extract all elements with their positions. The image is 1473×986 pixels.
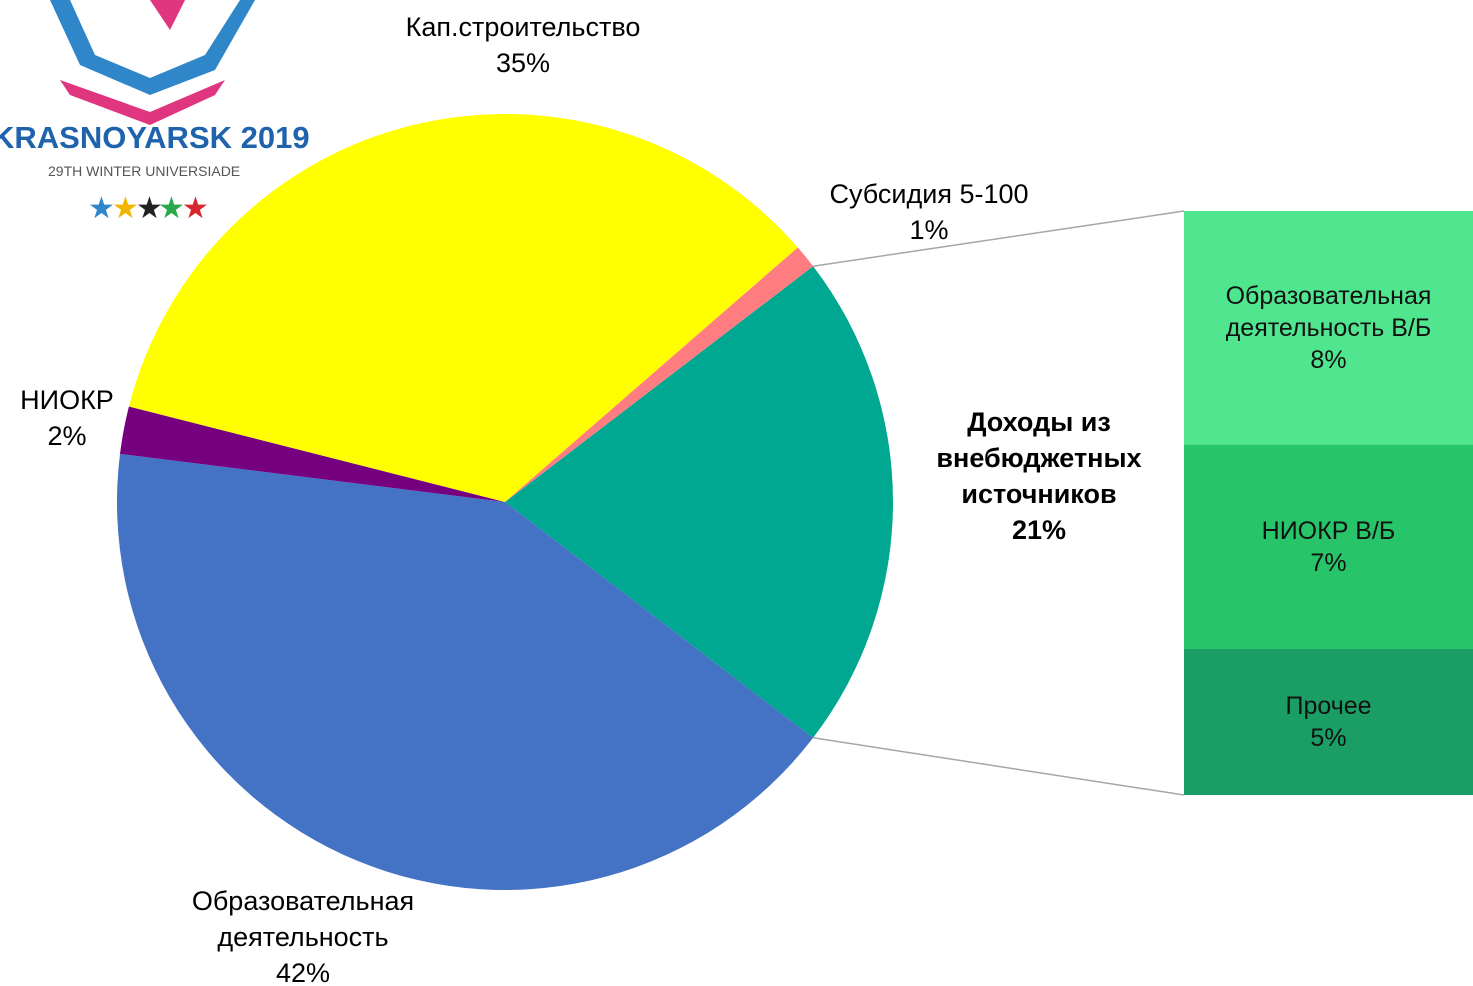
pie-label: НИОКР 2% xyxy=(0,382,137,454)
bar-segment xyxy=(1184,649,1473,795)
svg-text:★: ★ xyxy=(158,192,185,225)
pie-label: Субсидия 5-100 1% xyxy=(799,176,1059,248)
pie-category: Субсидия 5-100 xyxy=(829,179,1029,209)
pie-slice xyxy=(505,247,814,502)
bar-category: НИОКР В/Б xyxy=(1261,516,1396,545)
pie-slice xyxy=(128,113,798,502)
svg-text:★: ★ xyxy=(136,192,163,225)
pie-value: 42% xyxy=(275,958,331,986)
bar-label: НИОКР В/Б 7% xyxy=(1194,515,1463,579)
pie-category: Доходы из внебюджетных источников xyxy=(936,407,1142,509)
pie-slice xyxy=(505,266,893,738)
bar-value: 5% xyxy=(1310,724,1347,752)
svg-text:★: ★ xyxy=(112,192,139,225)
bar-category: Прочее xyxy=(1285,692,1372,720)
pie-label: Доходы из внебюджетных источников 21% xyxy=(909,404,1169,548)
bar-value: 7% xyxy=(1310,548,1347,577)
logo-subtitle: 29TH WINTER UNIVERSIADE xyxy=(48,163,240,179)
pie-slice xyxy=(117,453,814,890)
bar-category: Образовательная деятельность В/Б xyxy=(1225,281,1432,342)
pie-value: 1% xyxy=(909,215,949,245)
svg-text:★: ★ xyxy=(182,192,209,225)
pie-category: Кап.строительство xyxy=(405,12,641,42)
pie-label: Кап.строительство 35% xyxy=(363,9,683,81)
bar-label: Образовательная деятельность В/Б 8% xyxy=(1194,280,1463,376)
bar-label: Прочее 5% xyxy=(1194,690,1463,754)
logo-shape xyxy=(60,80,225,125)
bar-segment xyxy=(1184,444,1473,649)
pie-value: 35% xyxy=(495,48,551,78)
logo-shape xyxy=(150,0,185,30)
pie-category: Образовательная деятельность xyxy=(191,886,415,952)
logo-title: KRASNOYARSK 2019 xyxy=(0,120,310,155)
pie-slice xyxy=(119,406,505,502)
connector xyxy=(813,737,1185,796)
svg-text:★: ★ xyxy=(88,192,115,225)
logo: KRASNOYARSK 2019 29TH WINTER UNIVERSIADE… xyxy=(0,0,310,225)
pie-value: 2% xyxy=(47,421,87,451)
bar-segment xyxy=(1184,211,1473,445)
pie-category: НИОКР xyxy=(20,385,114,415)
connector xyxy=(813,210,1185,267)
logo-shape xyxy=(50,0,255,95)
pie-label: Образовательная деятельность 42% xyxy=(143,883,463,986)
logo-stars: ★★★★★ xyxy=(88,192,209,225)
bar-value: 8% xyxy=(1310,345,1347,374)
pie-value: 21% xyxy=(1011,515,1067,545)
